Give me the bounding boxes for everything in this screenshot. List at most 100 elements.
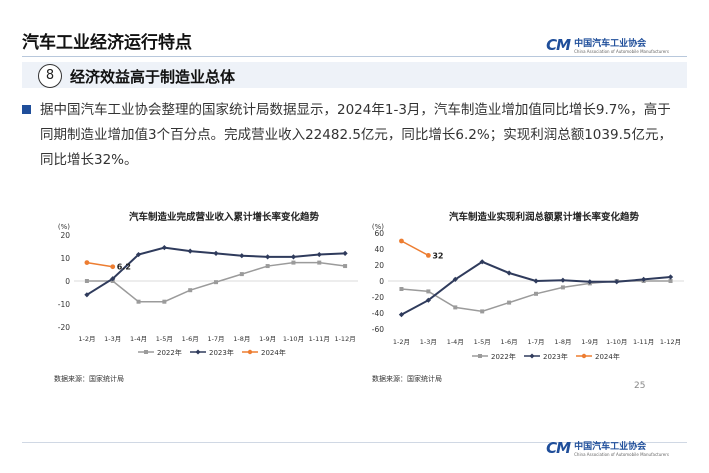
data-point [214, 280, 218, 285]
x-tick-label: 1-8月 [554, 338, 571, 346]
data-point [425, 253, 431, 258]
section-number: 8 [38, 64, 62, 88]
data-point [317, 260, 322, 265]
legend-label: 2023年 [543, 352, 568, 361]
data-point [587, 279, 593, 285]
bullet-marker [22, 105, 31, 114]
data-point [534, 291, 538, 296]
data-label: 6.2 [117, 263, 131, 272]
data-point [84, 260, 90, 265]
data-point [426, 289, 431, 294]
footer-logo-subtext: China Association of Automobile Manufact… [574, 452, 669, 457]
data-point [560, 285, 565, 290]
data-point [342, 250, 348, 256]
data-point [161, 245, 167, 251]
y-tick-label: 40 [374, 245, 384, 254]
x-tick-label: 1-10月 [283, 335, 304, 343]
data-point [265, 254, 271, 260]
page-number: 25 [634, 381, 646, 391]
data-point [239, 272, 244, 277]
legend-label: 2023年 [209, 348, 234, 357]
x-tick-label: 1-5月 [474, 338, 491, 346]
footer-logo-text: 中国汽车工业协会 [574, 442, 647, 452]
data-source-left: 数据来源：国家统计局 [54, 375, 124, 383]
legend-label: 2024年 [261, 348, 286, 357]
chart-title: 汽车制造业实现利润总额累计增长率变化趋势 [449, 211, 640, 223]
y-tick-label: 20 [374, 261, 384, 270]
data-point [668, 279, 673, 283]
data-point [265, 264, 270, 269]
x-tick-label: 1-5月 [156, 335, 173, 343]
x-tick-label: 1-9月 [259, 335, 276, 343]
footer-logo-text-block: 中国汽车工业协会 China Association of Automobile… [574, 439, 669, 457]
logo-mark: CM [546, 36, 571, 54]
logo-text: 中国汽车工业协会 [574, 39, 647, 49]
x-tick-label: 1-2月 [393, 338, 410, 346]
x-tick-label: 1-8月 [233, 335, 250, 343]
x-tick-label: 1-7月 [207, 335, 224, 343]
data-point [188, 288, 193, 293]
data-point [84, 279, 89, 283]
data-point [291, 260, 296, 265]
data-point [667, 274, 674, 280]
data-point [136, 299, 141, 304]
data-point [399, 238, 404, 244]
x-tick-label: 1-7月 [527, 338, 544, 346]
y-tick-label: -60 [372, 325, 384, 334]
profit-growth-chart: 汽车制造业实现利润总额累计增长率变化趋势 (%)60 40 20 0 -20 -40 -60 1… [372, 211, 684, 361]
x-tick-label: 1-2月 [78, 335, 95, 343]
data-point [316, 251, 322, 258]
series-line-2024年 [401, 240, 429, 257]
data-source-right: 数据来源：国家统计局 [372, 375, 442, 383]
y-tick-label: 20 [60, 231, 70, 240]
legend-marker [581, 353, 587, 359]
data-point [343, 264, 348, 269]
data-point [110, 276, 116, 282]
y-axis-unit: (%) [58, 223, 70, 231]
legend-label: 2022年 [491, 352, 516, 361]
x-tick-label: 1-11月 [633, 338, 654, 346]
data-point [506, 270, 512, 276]
y-tick-label: -20 [58, 323, 70, 332]
x-tick-label: 1-12月 [660, 338, 681, 346]
logo-text-block: 中国汽车工业协会 China Association of Automobile… [574, 36, 669, 54]
logo: CM 中国汽车工业协会 China Association of Automob… [546, 36, 669, 54]
legend-marker [247, 349, 253, 355]
data-point [162, 299, 167, 304]
series-line-2024年 [86, 261, 113, 268]
footer-logo: CM 中国汽车工业协会 China Association of Automob… [546, 439, 669, 457]
x-tick-label: 1-6月 [501, 338, 518, 346]
data-point [290, 254, 297, 260]
legend-marker [529, 353, 535, 359]
data-point [560, 277, 566, 283]
data-label: 32 [432, 251, 443, 260]
y-tick-label: 0 [65, 277, 70, 286]
data-point [239, 253, 245, 259]
y-axis-unit: (%) [372, 223, 384, 231]
y-tick-label: -20 [372, 293, 384, 302]
data-point [110, 264, 116, 270]
legend-marker [195, 349, 201, 355]
x-tick-label: 1-3月 [420, 338, 437, 346]
x-tick-label: 1-12月 [334, 335, 355, 343]
data-point [187, 248, 193, 254]
revenue-growth-chart: 汽车制造业完成营业收入累计增长率变化趋势 (%)20 10 0 -10 -20 1-2月 1-… [58, 211, 358, 357]
header-divider [22, 56, 687, 57]
y-tick-label: 60 [374, 229, 384, 238]
series-line-2022年 [401, 280, 671, 313]
section-header: 8 经济效益高于制造业总体 [22, 62, 687, 88]
y-tick-label: 10 [60, 254, 70, 263]
summary-paragraph: 据中国汽车工业协会整理的国家统计局数据显示，2024年1-3月，汽车制造业增加值… [40, 102, 672, 168]
x-tick-label: 1-6月 [182, 335, 199, 343]
legend-label: 2022年 [157, 348, 182, 357]
x-tick-label: 1-4月 [130, 335, 147, 343]
data-point [507, 300, 512, 305]
legend-marker [144, 350, 148, 354]
y-tick-label: 0 [379, 277, 384, 286]
x-tick-label: 1-9月 [581, 338, 598, 346]
y-tick-label: -40 [372, 309, 384, 318]
data-point [533, 278, 539, 284]
y-tick-label: -10 [58, 300, 70, 309]
slide-title: 汽车工业经济运行特点 [22, 33, 192, 53]
x-tick-label: 1-11月 [309, 335, 330, 343]
